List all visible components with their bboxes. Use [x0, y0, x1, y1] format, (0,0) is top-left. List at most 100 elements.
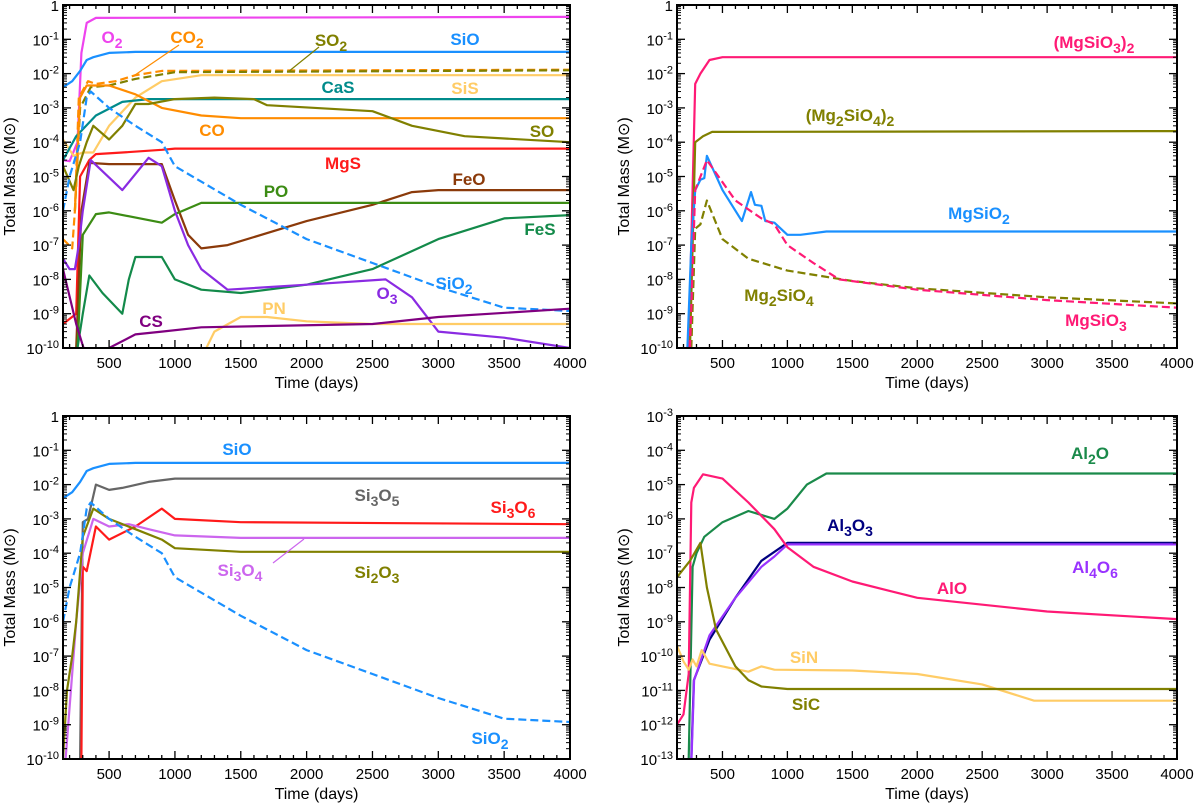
y-tick-label: 10-7 — [647, 544, 673, 563]
series-label-pn: PN — [262, 299, 286, 318]
x-tick-label: 1000 — [158, 355, 191, 372]
y-tick-label: 10-9 — [33, 716, 59, 735]
x-tick-label: 2500 — [356, 355, 389, 372]
series-label-al3o3: Al3O3 — [827, 516, 873, 539]
series-line-alo — [677, 473, 1177, 726]
series-group — [686, 56, 1177, 348]
x-tick-label: 500 — [710, 355, 735, 372]
y-tick-label: 10-12 — [640, 716, 673, 735]
plot-frame — [676, 415, 1178, 760]
panel-bottom-left: 500 1000 1500 2000 2500 3000 3500 4000 1 10-1 10-2… — [2, 409, 587, 803]
series-line-sio2 — [63, 501, 570, 724]
x-tick-label: 3000 — [422, 766, 455, 783]
series-group — [63, 461, 570, 759]
x-tick-label: 3500 — [1095, 355, 1128, 372]
series-line-mgsio2 — [686, 154, 1177, 348]
series-label-mg2sio4: Mg2SiO4 — [744, 286, 814, 309]
y-tick-label: 10-7 — [647, 236, 673, 255]
series-label-mgsio2: MgSiO2 — [948, 204, 1010, 227]
x-tick-label: 1500 — [224, 355, 257, 372]
y-axis-label: Total Mass (M⊙) — [2, 117, 19, 235]
y-tick-label: 10-3 — [647, 407, 673, 426]
x-tick-label: 1500 — [836, 355, 869, 372]
x-tick-label: 500 — [97, 766, 122, 783]
series-line-sio — [63, 461, 570, 500]
y-tick-label: 10-9 — [33, 305, 59, 324]
y-tick-label: 10-7 — [33, 236, 59, 255]
series-line-co2 — [63, 68, 570, 250]
y-tick-label: 10-10 — [640, 339, 673, 358]
y-tick-label: 10-1 — [33, 441, 59, 460]
series-line-sic — [677, 541, 1177, 691]
label-leader-line — [287, 46, 320, 73]
x-tick-label: 1500 — [836, 766, 869, 783]
series-label-co: CO — [199, 121, 225, 140]
x-tick-label: 2500 — [356, 766, 389, 783]
series-line-o3 — [63, 156, 570, 348]
y-tick-label: 1 — [51, 0, 59, 15]
y-tick-label: 10-2 — [33, 476, 59, 495]
y-tick-label: 10-8 — [647, 270, 673, 289]
x-tick-label: 2000 — [901, 766, 934, 783]
x-tick-label: 2000 — [290, 355, 323, 372]
series-line-mg2sio4 — [690, 199, 1177, 348]
series-line-sio — [63, 50, 570, 89]
panel-top-right: 500 1000 1500 2000 2500 3000 3500 4000 1 10-1 10-2… — [616, 0, 1194, 392]
y-tick-label: 10-3 — [33, 510, 59, 529]
series-line-al4o6 — [690, 543, 1177, 759]
x-tick-label: 3000 — [422, 355, 455, 372]
x-tick-label: 4000 — [1160, 766, 1193, 783]
panel-bottom-right: 500 1000 1500 2000 2500 3000 3500 4000 10-3 10-4 1… — [616, 407, 1194, 803]
series-line-so — [63, 96, 570, 192]
x-tick-label: 2000 — [901, 355, 934, 372]
y-tick-label: 10-13 — [640, 750, 673, 769]
y-tick-label: 10-5 — [647, 476, 673, 495]
series-line-o2 — [63, 15, 570, 163]
series-line-mgs — [63, 147, 570, 325]
x-axis-label: Time (days) — [275, 786, 359, 803]
x-tick-label: 500 — [97, 355, 122, 372]
series-line-po — [76, 201, 570, 348]
series-line-si3o6 — [80, 507, 570, 759]
series-label-sio: SiO — [222, 440, 251, 459]
x-tick-label: 4000 — [553, 355, 586, 372]
series-label-o2: O2 — [101, 28, 122, 51]
series-label-o3: O3 — [376, 284, 397, 307]
series-label-cs: CS — [139, 312, 163, 331]
x-tick-label: 2500 — [966, 766, 999, 783]
y-tick-label: 10-4 — [33, 544, 59, 563]
y-tick-label: 10-8 — [33, 681, 59, 700]
x-tick-label: 1000 — [771, 766, 804, 783]
x-tick-label: 3000 — [1030, 355, 1063, 372]
x-tick-label: 3000 — [1030, 766, 1063, 783]
series-label-so: SO — [530, 122, 555, 141]
series-label-sic: SiC — [792, 695, 820, 714]
y-tick-label: 10-5 — [647, 168, 673, 187]
y-tick-label: 10-8 — [647, 579, 673, 598]
y-tick-label: 10-6 — [33, 613, 59, 632]
y-axis-label: Total Mass (M⊙) — [616, 117, 633, 235]
series-label-mgsio32: (MgSiO3)2 — [1054, 33, 1135, 56]
series-label-si3o6: Si3O6 — [491, 498, 536, 521]
y-tick-label: 10-9 — [647, 305, 673, 324]
label-leader-line — [134, 44, 180, 76]
series-label-cas: CaS — [321, 78, 354, 97]
x-tick-label: 1000 — [158, 766, 191, 783]
y-tick-label: 10-2 — [647, 65, 673, 84]
y-tick-label: 10-10 — [26, 339, 59, 358]
y-tick-label: 10-2 — [33, 65, 59, 84]
y-tick-label: 10-11 — [641, 681, 673, 700]
series-line-sin — [677, 645, 1177, 702]
x-tick-label: 500 — [710, 766, 735, 783]
plot-frame — [62, 415, 571, 760]
series-label-si3o5: Si3O5 — [355, 486, 400, 509]
series-label-sio2: SiO2 — [435, 274, 472, 297]
y-tick-label: 1 — [665, 0, 673, 15]
series-line-al2o — [687, 472, 1177, 759]
y-tick-label: 10-4 — [647, 133, 673, 152]
y-tick-label: 10-5 — [33, 579, 59, 598]
y-tick-label: 10-1 — [647, 30, 673, 49]
x-axis-label: Time (days) — [275, 375, 359, 392]
x-tick-label: 2500 — [966, 355, 999, 372]
plot-frame — [62, 4, 571, 349]
